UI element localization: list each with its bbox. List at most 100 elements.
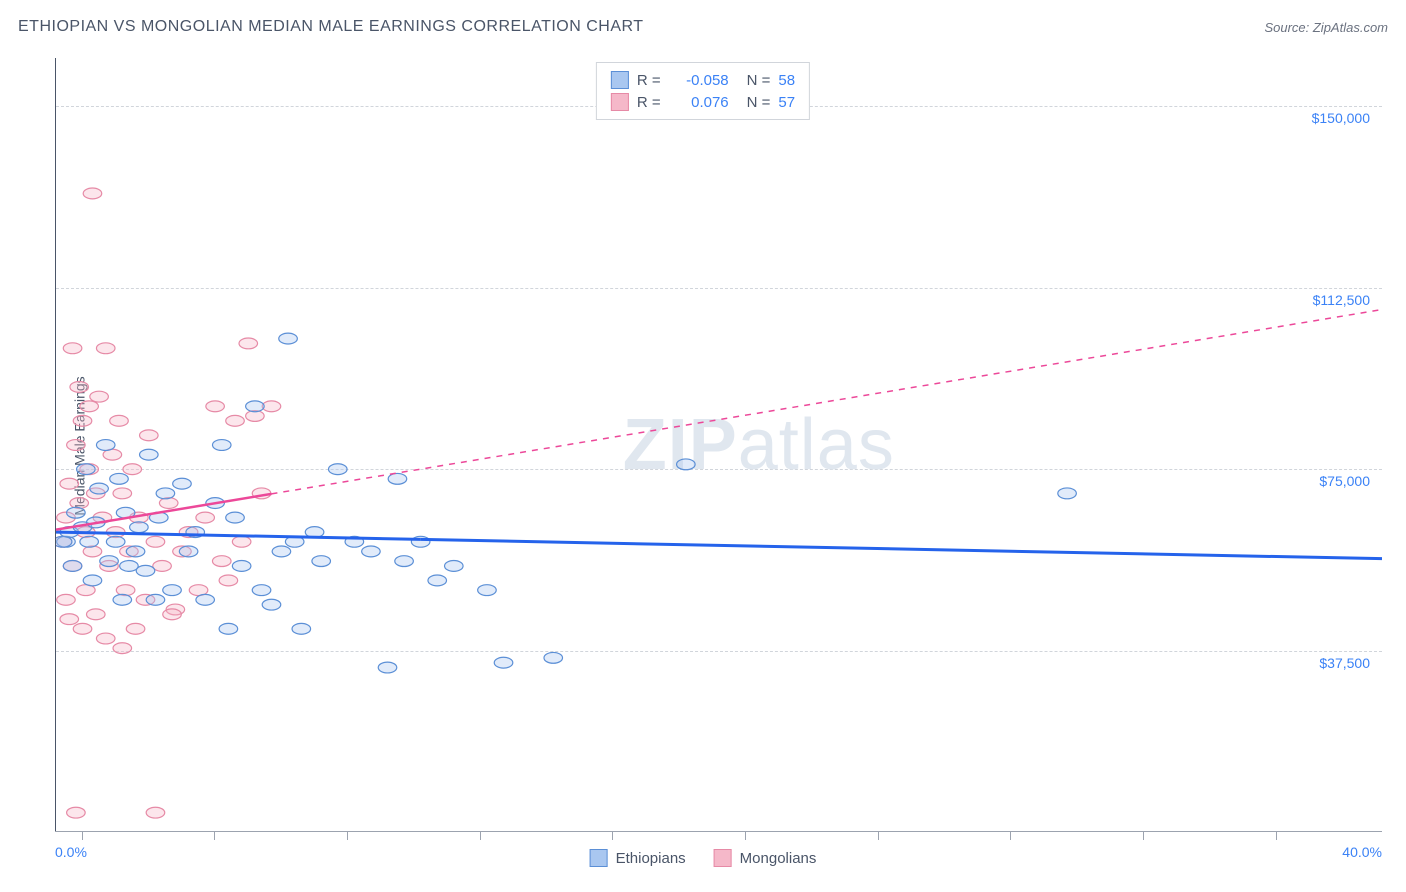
scatter-point [126,546,145,557]
scatter-point [100,556,119,567]
legend-item-mongolians: Mongolians [714,849,817,867]
scatter-point [226,415,245,426]
x-tick [745,832,746,840]
x-tick-label-min: 0.0% [55,844,87,860]
title-bar: ETHIOPIAN VS MONGOLIAN MEDIAN MALE EARNI… [18,18,1388,36]
legend-item-ethiopians: Ethiopians [590,849,686,867]
n-label: N = [747,94,771,111]
n-value-mongolians: 57 [778,94,795,111]
r-label: R = [637,72,661,89]
scatter-point [80,401,99,412]
scatter-point [86,609,105,620]
legend-swatch-mongolians [611,93,629,111]
scatter-point [445,561,464,572]
scatter-point [70,382,89,393]
x-tick-label-max: 40.0% [1342,844,1382,860]
x-tick [347,832,348,840]
scatter-point [246,401,265,412]
scatter-point [110,415,129,426]
scatter-point [232,561,251,572]
scatter-point [63,561,82,572]
source-attribution: Source: ZipAtlas.com [1264,20,1388,35]
scatter-point [120,561,139,572]
r-label: R = [637,94,661,111]
scatter-point [312,556,331,567]
scatter-point [196,512,215,523]
legend-row-mongolians: R = 0.076 N = 57 [611,91,795,113]
scatter-point [96,633,115,644]
legend-swatch-ethiopians-bottom [590,849,608,867]
correlation-legend: R = -0.058 N = 58 R = 0.076 N = 57 [596,62,810,120]
r-value-mongolians: 0.076 [669,94,729,111]
scatter-point [56,536,72,547]
x-tick [878,832,879,840]
scatter-point [140,449,159,460]
scatter-point [328,464,347,475]
scatter-point [67,507,86,518]
r-value-ethiopians: -0.058 [669,72,729,89]
scatter-point [494,657,513,668]
scatter-point [90,391,109,402]
n-label: N = [747,72,771,89]
scatter-point [70,498,89,509]
legend-swatch-mongolians-bottom [714,849,732,867]
scatter-point [96,343,115,354]
scatter-point [173,478,192,489]
scatter-point [388,473,407,484]
series-legend: Ethiopians Mongolians [590,849,817,867]
scatter-point [196,594,215,605]
scatter-point [80,536,99,547]
scatter-point [90,483,109,494]
scatter-point [63,343,82,354]
scatter-point [163,609,182,620]
x-tick [480,832,481,840]
scatter-point [73,623,92,634]
scatter-point [110,473,129,484]
plot-area: ZIPatlas $37,500$75,000$112,500$150,000 [55,58,1382,832]
scatter-point [212,440,231,451]
scatter-point [163,585,182,596]
scatter-point [146,807,165,818]
x-tick [1276,832,1277,840]
scatter-point [395,556,414,567]
scatter-point [96,440,115,451]
scatter-point [362,546,381,557]
scatter-point [136,565,155,576]
scatter-point [60,478,79,489]
scatter-point [212,556,231,567]
scatter-point [123,464,142,475]
scatter-point [116,585,135,596]
scatter-point [73,415,92,426]
scatter-point [378,662,397,673]
scatter-point [153,561,172,572]
scatter-point [232,536,251,547]
x-tick [214,832,215,840]
legend-label-ethiopians: Ethiopians [616,850,686,867]
scatter-point [146,536,165,547]
trend-line-projection [421,539,1382,558]
x-tick [612,832,613,840]
legend-swatch-ethiopians [611,71,629,89]
scatter-point [239,338,258,349]
scatter-point [113,594,132,605]
scatter-point [83,546,102,557]
x-tick [82,832,83,840]
scatter-point [226,512,245,523]
trend-line-projection [271,310,1382,494]
scatter-point [156,488,175,499]
scatter-point [57,594,76,605]
scatter-point [252,585,271,596]
legend-row-ethiopians: R = -0.058 N = 58 [611,69,795,91]
scatter-point [130,522,149,533]
scatter-point [179,546,198,557]
scatter-point [1058,488,1077,499]
scatter-point [60,614,79,625]
scatter-point [83,188,102,199]
scatter-point [478,585,497,596]
scatter-point [67,440,86,451]
chart-title: ETHIOPIAN VS MONGOLIAN MEDIAN MALE EARNI… [18,18,644,36]
scatter-point [219,575,238,586]
x-tick [1143,832,1144,840]
scatter-point [279,333,298,344]
scatter-point [428,575,447,586]
